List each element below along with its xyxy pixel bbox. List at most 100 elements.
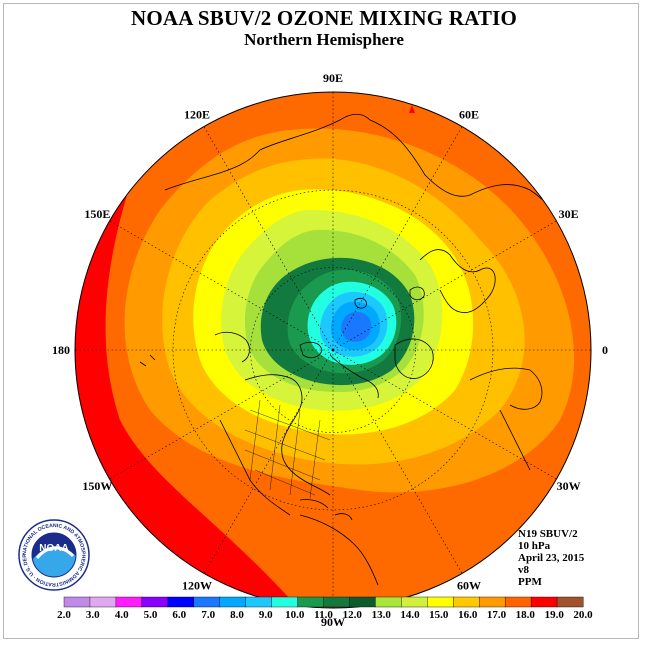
colorbar-tick-label: 10.0 [285,609,305,621]
marker-triangle [409,105,415,113]
colorbar-tick-label: 11.0 [314,609,333,621]
colorbar-swatch [427,596,454,608]
units-label: PPM [518,576,542,588]
colorbar-tick-label: 12.0 [343,609,363,621]
colorbar-swatches [63,596,584,608]
meridian-line [332,349,463,574]
coast-africa-west [499,409,531,471]
colorbar-tick-label: 9.0 [259,609,273,621]
figure-border [3,3,639,639]
colorbar-swatch [401,596,428,608]
coast-europe-south [469,367,543,410]
colorbar-tick-label: 18.0 [516,609,536,621]
colorbar-swatch [453,596,480,608]
colorbar-swatch [115,596,143,608]
coast-far-east [164,149,261,191]
coast-scandinavia [419,249,496,314]
longitude-label: 150W [82,479,112,493]
colorbar-tick-label: 3.0 [86,609,100,621]
longitude-label: 90W [321,615,345,629]
coast-arctic-island-2 [354,298,367,309]
colorbar-swatch [271,596,299,608]
coast-hudson [329,354,379,399]
colorbar-swatch [349,596,376,608]
coast-cuba [299,499,329,509]
longitude-label: 0 [602,343,608,357]
colorbar-swatch [323,596,350,608]
colorbar-swatch [219,596,247,608]
colorbar-swatch [375,596,402,608]
colorbar-tick-label: 16.0 [458,609,478,621]
colorbar-swatch [530,596,558,608]
longitude-label: 90E [323,71,343,85]
colorbar-tick-label: 19.0 [545,609,565,621]
colorbar-tick-label: 20.0 [573,609,593,621]
coast-svalbard [409,286,425,301]
date-label: April 23, 2015 [518,552,585,564]
longitude-label: 30E [559,207,579,221]
colorbar-tick-label: 7.0 [201,609,215,621]
colorbar-tick-label: 4.0 [115,609,129,621]
coast-siberia [259,113,371,151]
latitude-circle [250,267,416,433]
colorbar-tick-label: 2.0 [57,609,71,621]
graticule [75,92,591,608]
colorbar-tick-label: 14.0 [400,609,420,621]
coast-arctic-island-1 [299,341,323,359]
colorbar-swatch [63,596,91,608]
colorbar-tick-label: 15.0 [429,609,449,621]
coast-aleutians [139,354,156,367]
logo-noaa-text: NOAA [39,543,68,554]
colorbar-tick-label: 6.0 [172,609,186,621]
contour-19-region [75,92,300,608]
map-subtitle: Northern Hemisphere [244,30,404,49]
longitude-label: 120E [184,107,210,121]
colorbar-swatch [89,596,117,608]
longitude-label: 120W [182,579,212,593]
colorbar-swatch [193,596,221,608]
colorbar-tick-label: 5.0 [144,609,158,621]
meridian-line [109,220,334,351]
north-america-grid [244,399,331,499]
meridian-line [332,349,557,480]
metadata-panel: N19 SBUV/2 10 hPa April 23, 2015 v8 PPM [518,528,584,588]
latitude-circle [172,189,494,511]
coast-alaska [214,331,250,363]
longitude-label: 30W [557,479,581,493]
colorbar-swatch [479,596,506,608]
colorbar-ticks: 2.0 3.0 4.0 5.0 6.0 7.0 8.0 9.0 10.0 11.0 12.0 13.0… [57,609,593,621]
satellite-label: N19 SBUV/2 [518,528,578,540]
noaa-logo: NATIONAL OCEANIC AND ATMOSPHERIC ADMINIS… [17,518,90,591]
longitude-label: 60W [457,579,481,593]
coast-central-america [299,514,379,586]
logo-emblem [32,533,76,577]
meridian-line [203,126,334,351]
colorbar-tick-label: 17.0 [487,609,507,621]
longitude-label: 60E [459,107,479,121]
colorbar-swatch [556,596,584,608]
colorbar-tick-label: 13.0 [372,609,392,621]
colorbar-swatch [141,596,169,608]
longitude-label: 180 [52,343,70,357]
hemisphere-boundary [74,91,592,609]
colorbar-tick-label: 8.0 [230,609,244,621]
meridian-line [109,349,334,480]
meridian-line [332,126,463,351]
colorbar-swatch [245,596,273,608]
contour-7-region [341,311,372,342]
colorbar-swatch [297,596,324,608]
colorbar-swatch [504,596,532,608]
meridian-line [332,220,557,351]
longitude-label: 150E [84,207,110,221]
coast-hispaniola [334,513,353,521]
coast-north-america-east [244,374,331,496]
colorbar-swatch [167,596,195,608]
coast-greenland [394,338,434,379]
longitude-labels: 90E 60E 30E 0 30W 60W 90W 120W 150W 180 150E 120E [52,71,608,629]
version-label: v8 [518,564,529,576]
map-title: NOAA SBUV/2 OZONE MIXING RATIO [131,6,517,30]
pressure-level-label: 10 hPa [518,540,551,552]
meridian-line [203,349,334,574]
